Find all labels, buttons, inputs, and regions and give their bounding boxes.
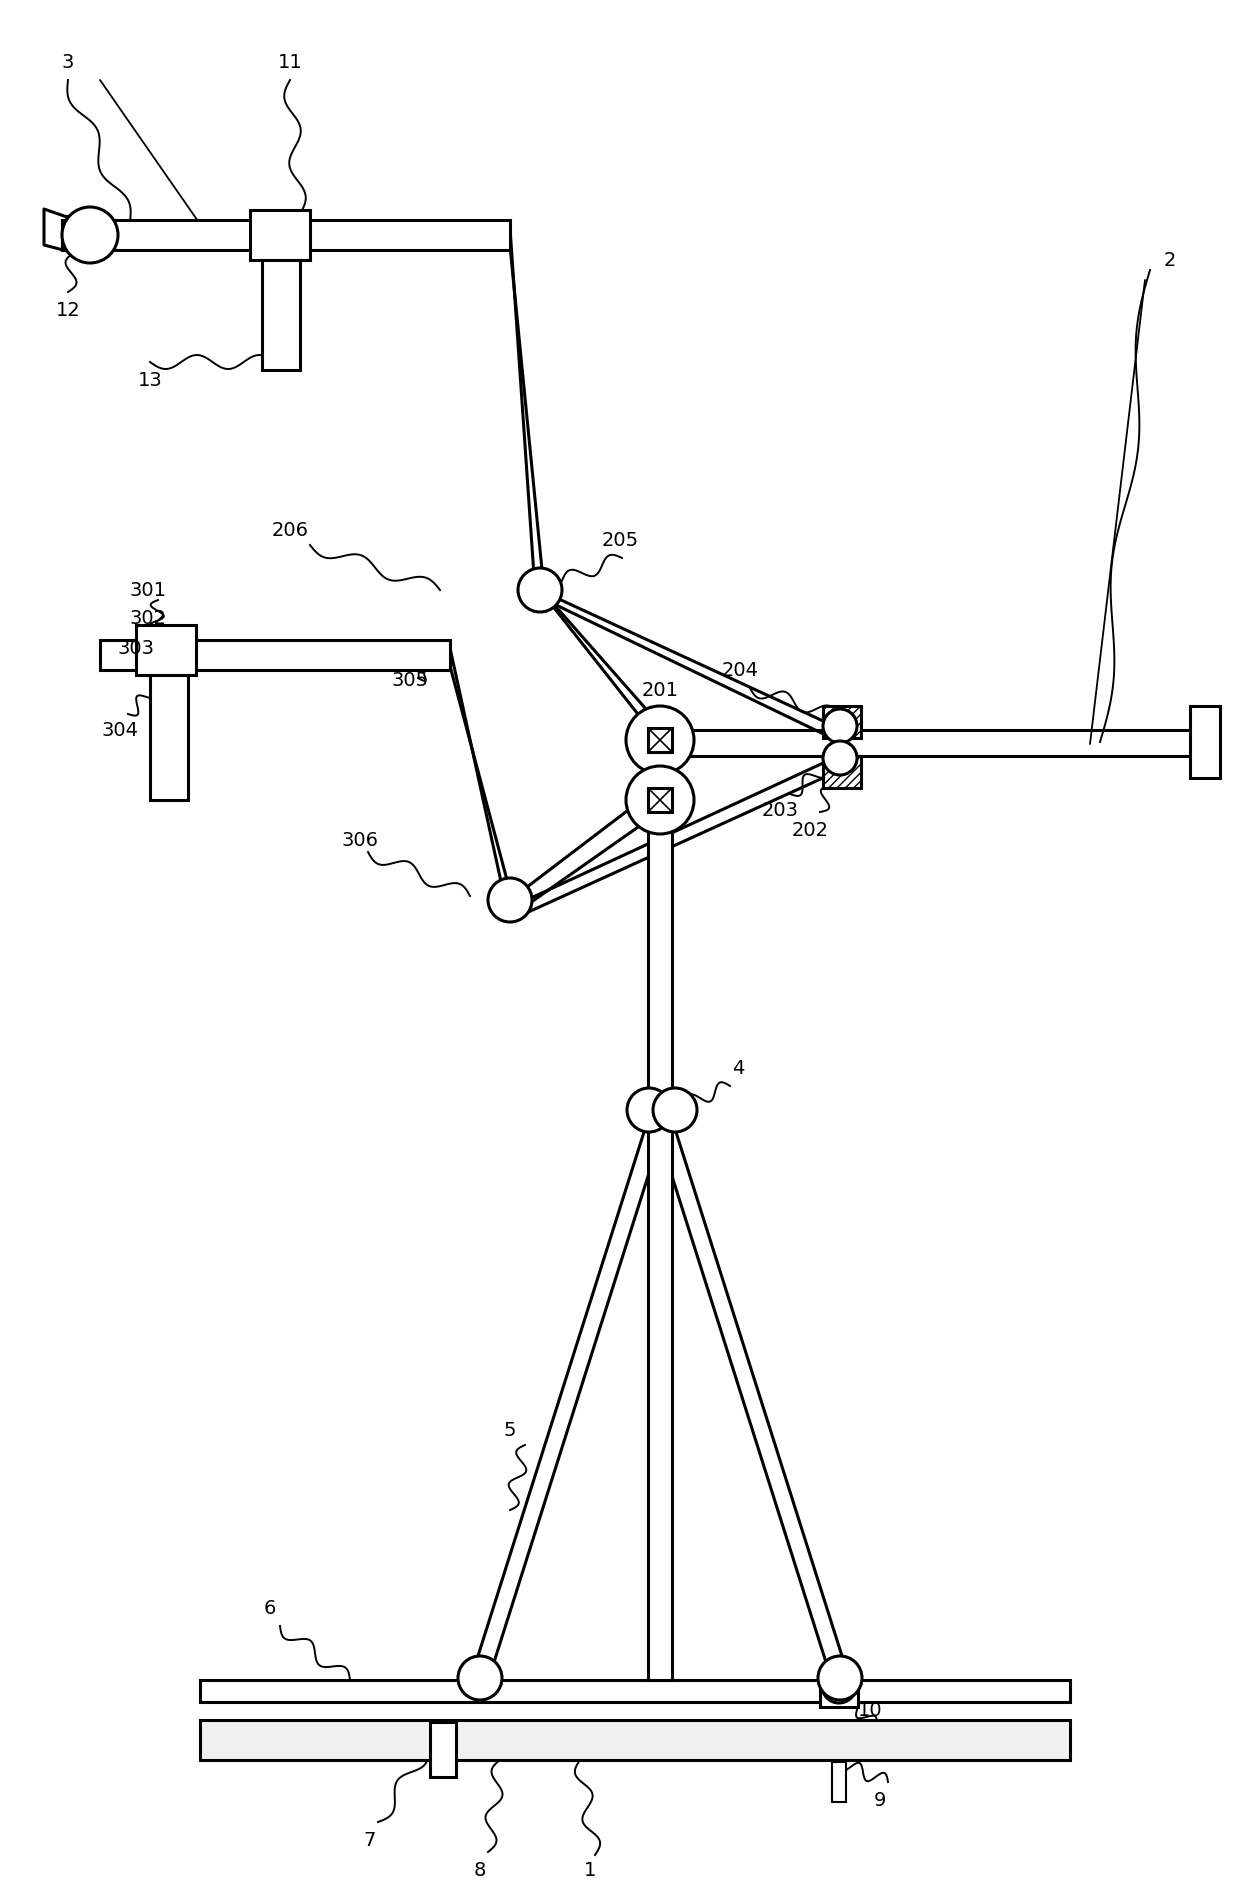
Circle shape bbox=[458, 1657, 502, 1700]
Bar bbox=[200, 1680, 1070, 1702]
Text: 8: 8 bbox=[474, 1860, 486, 1879]
Text: 201: 201 bbox=[641, 680, 678, 699]
Bar bbox=[823, 756, 861, 788]
Bar bbox=[649, 728, 672, 752]
Text: 3: 3 bbox=[62, 53, 74, 72]
Bar bbox=[649, 739, 672, 1680]
Text: 206: 206 bbox=[272, 521, 309, 540]
Bar bbox=[200, 1720, 1070, 1759]
Circle shape bbox=[823, 741, 857, 775]
Circle shape bbox=[822, 1668, 856, 1702]
Text: 11: 11 bbox=[278, 53, 303, 72]
Circle shape bbox=[626, 707, 694, 773]
Bar bbox=[150, 674, 188, 800]
Bar bbox=[430, 1721, 456, 1777]
Bar bbox=[820, 1676, 858, 1706]
Bar bbox=[823, 707, 861, 737]
Bar bbox=[649, 788, 672, 811]
Text: 13: 13 bbox=[138, 370, 162, 389]
Text: 5: 5 bbox=[503, 1421, 516, 1440]
Text: 302: 302 bbox=[129, 608, 166, 627]
Text: 204: 204 bbox=[722, 661, 759, 680]
Circle shape bbox=[818, 1657, 862, 1700]
Circle shape bbox=[62, 207, 118, 262]
Text: 301: 301 bbox=[129, 581, 166, 600]
Text: 305: 305 bbox=[392, 671, 429, 690]
Text: 1: 1 bbox=[584, 1860, 596, 1879]
Circle shape bbox=[627, 1089, 671, 1132]
Bar bbox=[62, 220, 510, 251]
Text: 12: 12 bbox=[56, 300, 81, 319]
Text: 306: 306 bbox=[341, 830, 378, 849]
Text: 304: 304 bbox=[102, 720, 139, 739]
Text: 303: 303 bbox=[118, 638, 155, 657]
Text: 203: 203 bbox=[761, 800, 799, 819]
Text: 4: 4 bbox=[732, 1058, 744, 1077]
Bar bbox=[250, 211, 310, 260]
Circle shape bbox=[489, 878, 532, 922]
Bar bbox=[136, 625, 196, 674]
Bar bbox=[262, 260, 300, 370]
Text: 2: 2 bbox=[1164, 251, 1177, 270]
Text: 10: 10 bbox=[858, 1700, 883, 1720]
Bar bbox=[832, 1761, 846, 1801]
Circle shape bbox=[626, 766, 694, 834]
Circle shape bbox=[653, 1089, 697, 1132]
Circle shape bbox=[823, 709, 857, 743]
Text: 9: 9 bbox=[874, 1790, 887, 1809]
Text: 7: 7 bbox=[363, 1830, 376, 1849]
Circle shape bbox=[518, 568, 562, 612]
Text: 6: 6 bbox=[264, 1598, 277, 1617]
Bar bbox=[1190, 707, 1220, 777]
Text: 202: 202 bbox=[791, 821, 828, 840]
Bar bbox=[100, 640, 450, 671]
Text: 205: 205 bbox=[601, 530, 639, 549]
